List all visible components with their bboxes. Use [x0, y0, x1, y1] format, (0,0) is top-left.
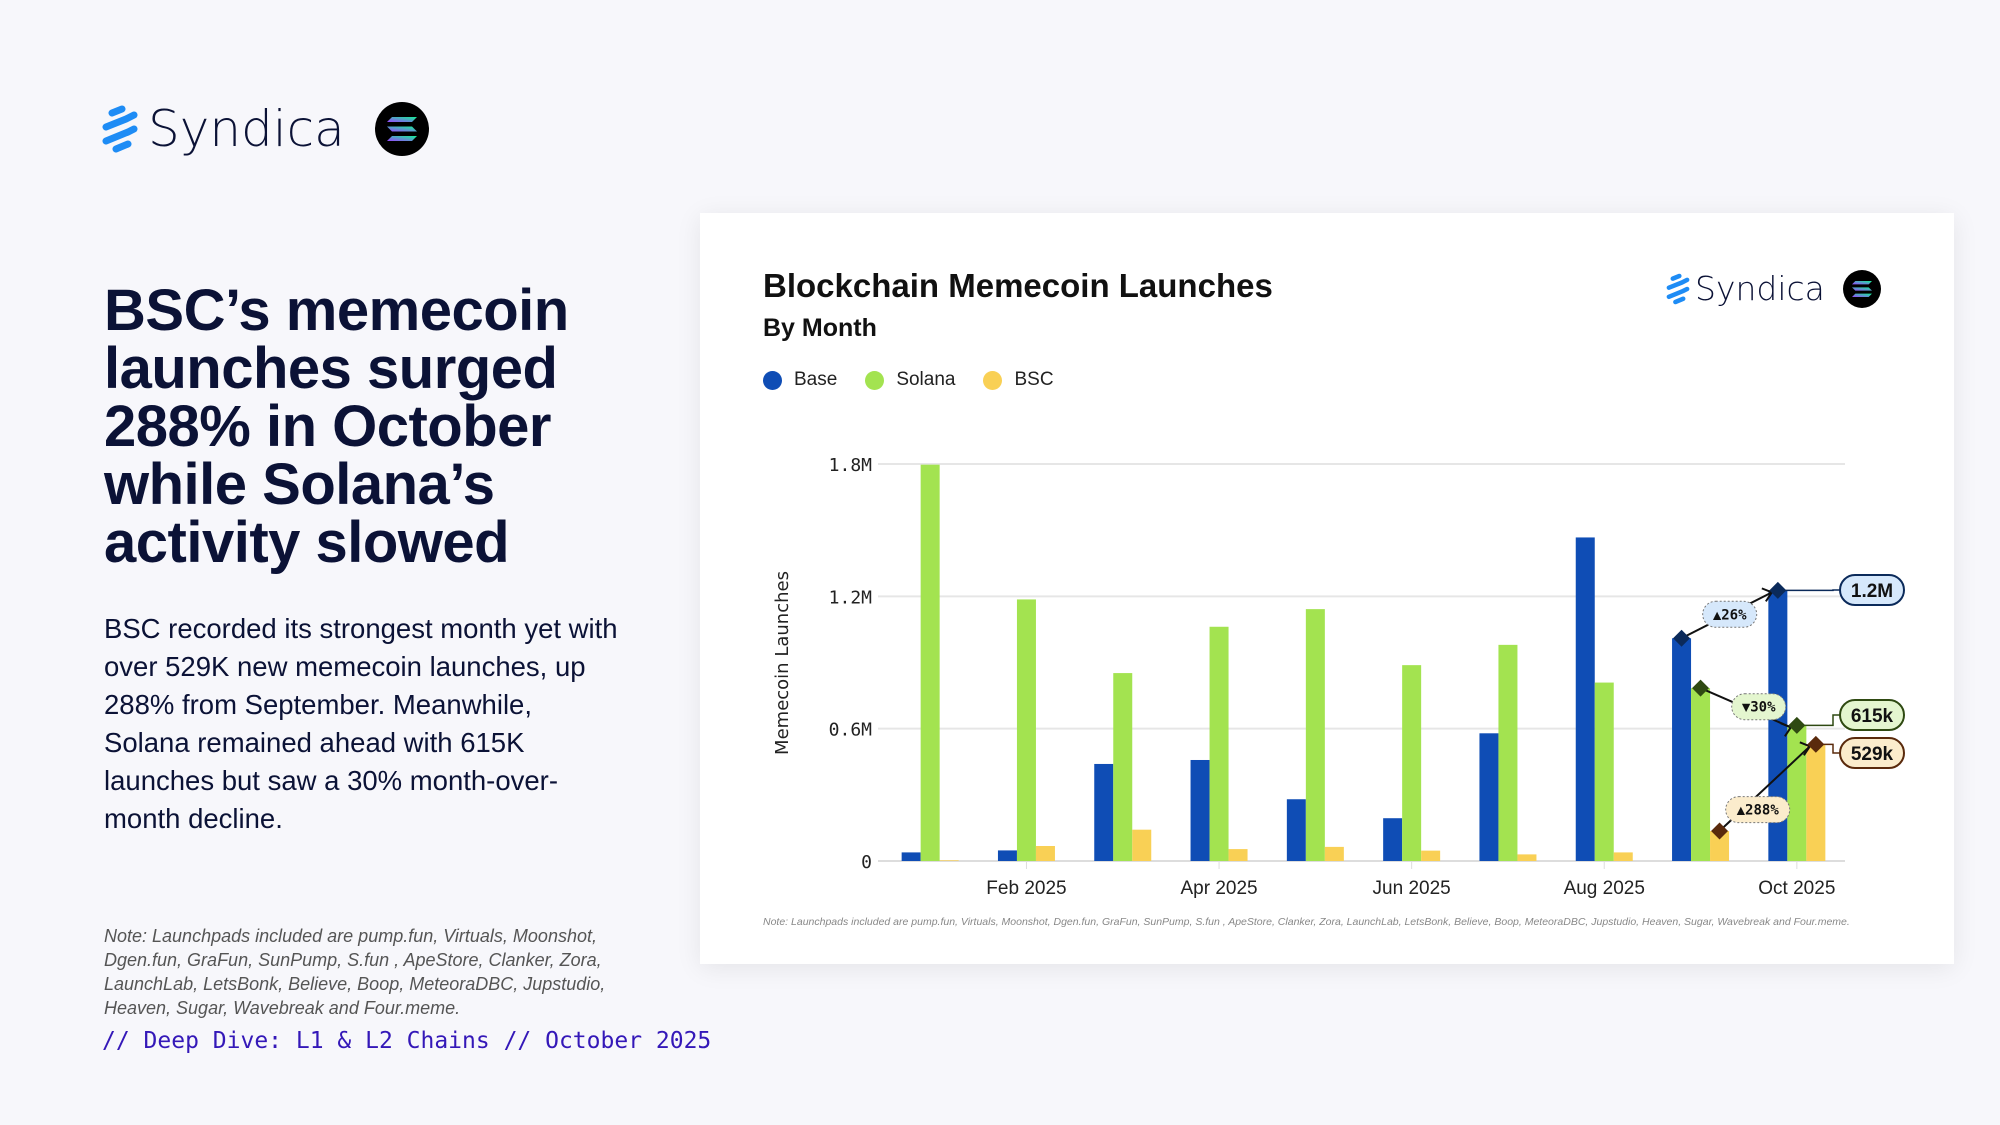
legend-label: BSC [1014, 369, 1054, 390]
syndica-mark-icon [1666, 273, 1690, 304]
headline: BSC’s memecoin launches surged 288% in O… [104, 278, 569, 575]
bar-chart: 0 0.6M 1.2M 1.8M Feb 2025 Apr 2025 Jun 2025 Aug… [772, 455, 1905, 899]
x-tick-label: Aug 2025 [1564, 878, 1645, 899]
x-tick-label: Jun 2025 [1373, 878, 1451, 899]
note-text: Note: Launchpads included are pump.fun, … [104, 926, 606, 1018]
bar-bsc [1132, 829, 1152, 861]
bar-bsc [939, 860, 959, 861]
bar-bsc [1806, 744, 1826, 861]
bar-solana [1305, 609, 1325, 861]
bar-bsc [1228, 849, 1248, 861]
bar-base [1190, 759, 1210, 861]
legend-label: Solana [896, 369, 956, 390]
body-text: BSC recorded its strongest month yet wit… [104, 613, 618, 834]
x-tick-label: Feb 2025 [986, 878, 1066, 899]
footer-text: // Deep Dive: L1 & L2 Chains // October … [102, 1028, 712, 1054]
y-tick-label: 0.6M [829, 720, 873, 741]
bar-base [1575, 537, 1595, 861]
bar-base [1094, 763, 1114, 861]
bar-bsc [1517, 854, 1537, 861]
change-badge [1725, 796, 1791, 824]
diamond-marker-icon [1711, 822, 1729, 840]
bar-bsc [1613, 852, 1633, 861]
chart-subtitle: By Month [763, 314, 877, 342]
change-badge [1702, 600, 1758, 628]
solana-logo-icon [374, 102, 429, 156]
bar-base [1479, 733, 1499, 861]
chart-card: 0 0.6M 1.2M 1.8M Feb 2025 Apr 2025 Jun 2025 Aug… [700, 213, 1954, 964]
bar-base [1672, 638, 1692, 861]
bar-solana [1113, 673, 1133, 861]
bar-solana [1691, 688, 1711, 861]
diamond-marker-icon [1673, 629, 1691, 647]
bar-base [901, 852, 921, 861]
bar-bsc [1710, 831, 1730, 861]
bar-solana [1402, 665, 1422, 861]
end-value-label: 529k [1851, 744, 1894, 765]
end-value-label: 1.2M [1851, 581, 1893, 602]
chart-footnote: Note: Launchpads included are pump.fun, … [763, 916, 1850, 928]
change-badge-label: ▼30% [1742, 700, 1776, 716]
bar-bsc [1324, 846, 1344, 861]
legend-dot-solana [865, 370, 885, 390]
bar-base [997, 850, 1017, 861]
end-value-badge [1839, 574, 1905, 606]
change-badge-label: ▲26% [1713, 607, 1747, 623]
legend-item-solana[interactable]: Solana [865, 369, 955, 391]
bar-solana [920, 464, 940, 861]
legend-item-base[interactable]: Base [763, 369, 837, 391]
brand-name: Syndica [148, 100, 345, 158]
bar-solana [1498, 644, 1518, 861]
y-tick-label: 1.2M [829, 587, 873, 608]
end-value-badge [1839, 737, 1905, 769]
change-badge-label: ▲288% [1737, 803, 1780, 819]
bar-solana [1016, 599, 1036, 861]
label-leader-line [1815, 743, 1840, 754]
bar-base [1768, 590, 1788, 861]
end-value-badge [1839, 699, 1905, 731]
syndica-mark-icon [102, 105, 138, 153]
bar-base [1286, 799, 1306, 861]
end-value-label: 615k [1851, 706, 1894, 727]
solana-logo-icon [1842, 269, 1881, 308]
syndica-logo: Syndica [100, 100, 429, 158]
card-brand-name: Syndica [1695, 269, 1825, 308]
bar-solana [1594, 682, 1614, 861]
bar-bsc [1421, 850, 1441, 861]
legend-dot-bsc [983, 370, 1003, 390]
bar-bsc [1035, 846, 1055, 861]
bar-base [1383, 818, 1403, 861]
legend-label: Base [794, 369, 838, 390]
change-badge [1731, 693, 1787, 721]
y-axis-label: Memecoin Launches [772, 571, 793, 755]
x-tick-label: Oct 2025 [1758, 878, 1835, 899]
legend-dot-base [763, 370, 782, 390]
y-tick-label: 1.8M [829, 455, 873, 476]
bar-solana [1787, 725, 1807, 861]
legend-item-bsc[interactable]: BSC [983, 369, 1054, 391]
card-syndica-logo: Syndica [1665, 269, 1881, 308]
chart-title: Blockchain Memecoin Launches [763, 267, 1273, 304]
legend: Base Solana BSC [763, 369, 1054, 391]
diamond-marker-icon [1692, 679, 1710, 697]
label-leader-line [1796, 714, 1840, 727]
y-tick-label: 0 [861, 852, 872, 873]
x-tick-label: Apr 2025 [1180, 878, 1257, 899]
bar-solana [1209, 626, 1229, 861]
